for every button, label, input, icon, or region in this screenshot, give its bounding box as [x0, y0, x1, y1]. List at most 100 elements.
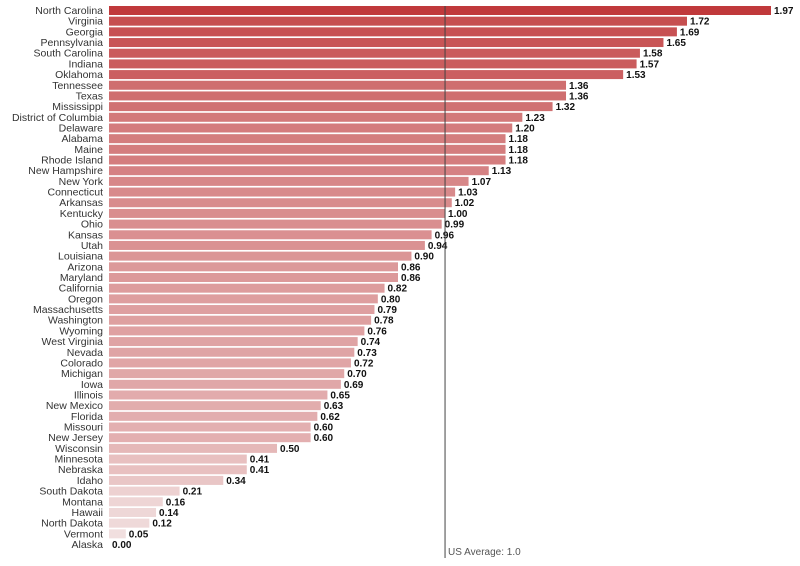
- bar-new-york: [109, 176, 469, 186]
- value-label: 0.60: [314, 433, 334, 444]
- value-label: 0.90: [414, 252, 434, 263]
- value-label: 1.13: [492, 166, 512, 177]
- bar-district-of-columbia: [109, 112, 523, 122]
- bar-texas: [109, 91, 567, 101]
- category-label: Kansas: [68, 229, 103, 241]
- category-label: Minnesota: [55, 454, 104, 466]
- category-label: Connecticut: [48, 187, 104, 199]
- category-label: Michigan: [61, 368, 103, 380]
- value-label: 1.18: [509, 156, 529, 167]
- bar-new-jersey: [109, 433, 311, 443]
- value-label: 1.69: [680, 27, 700, 38]
- value-label: 1.07: [472, 177, 492, 188]
- category-label: North Carolina: [35, 5, 103, 17]
- value-label: 0.86: [401, 262, 421, 273]
- category-label: Alabama: [62, 133, 104, 145]
- category-label: Virginia: [68, 16, 103, 28]
- category-label: Oklahoma: [55, 69, 103, 81]
- value-labels-group: 1.971.721.691.651.581.571.531.361.361.32…: [112, 6, 794, 551]
- value-label: 1.58: [643, 49, 663, 60]
- value-label: 0.14: [159, 508, 179, 519]
- category-label: Arkansas: [59, 197, 103, 209]
- value-label: 0.72: [354, 358, 374, 369]
- bar-new-mexico: [109, 401, 321, 411]
- bars-group: [109, 6, 771, 539]
- value-label: 0.05: [129, 529, 149, 540]
- bar-delaware: [109, 123, 513, 133]
- bar-georgia: [109, 27, 677, 37]
- value-label: 1.53: [626, 70, 646, 81]
- bar-south-carolina: [109, 48, 640, 58]
- category-label: District of Columbia: [12, 112, 103, 124]
- value-label: 0.50: [280, 444, 300, 455]
- bar-alabama: [109, 134, 506, 144]
- value-label: 0.63: [324, 401, 344, 412]
- bar-wyoming: [109, 326, 365, 336]
- bar-wisconsin: [109, 443, 278, 453]
- bar-ohio: [109, 219, 442, 229]
- category-label: Alaska: [71, 539, 103, 551]
- category-label: New Mexico: [46, 400, 103, 412]
- bar-utah: [109, 240, 425, 250]
- value-label: 0.41: [250, 455, 270, 466]
- category-label: Vermont: [64, 528, 103, 540]
- bar-north-carolina: [109, 6, 771, 15]
- bar-rhode-island: [109, 155, 506, 165]
- value-label: 0.00: [112, 540, 132, 551]
- bar-nevada: [109, 347, 355, 357]
- value-label: 0.94: [428, 241, 448, 252]
- category-label: Pennsylvania: [41, 37, 104, 49]
- category-label: South Carolina: [34, 48, 104, 60]
- bar-indiana: [109, 59, 637, 69]
- category-label: West Virginia: [42, 336, 104, 348]
- bar-new-hampshire: [109, 166, 489, 176]
- value-label: 1.18: [509, 145, 529, 156]
- value-label: 1.97: [774, 6, 794, 17]
- category-label: Maryland: [60, 272, 103, 284]
- bar-west-virginia: [109, 337, 358, 347]
- bar-arkansas: [109, 198, 452, 208]
- value-label: 1.18: [509, 134, 529, 145]
- value-label: 0.62: [320, 412, 340, 423]
- value-label: 1.20: [515, 123, 535, 134]
- category-label: Nebraska: [58, 464, 103, 476]
- bar-mississippi: [109, 102, 553, 112]
- category-label: Illinois: [74, 389, 103, 401]
- value-label: 0.21: [183, 487, 203, 498]
- value-label: 1.57: [640, 59, 660, 70]
- value-label: 0.41: [250, 465, 270, 476]
- category-label: Colorado: [60, 357, 103, 369]
- bar-montana: [109, 497, 163, 507]
- value-label: 0.60: [314, 423, 334, 434]
- category-label: Utah: [81, 240, 103, 252]
- category-label: North Dakota: [41, 518, 103, 530]
- bar-kentucky: [109, 208, 446, 218]
- category-label: Iowa: [81, 379, 103, 391]
- bar-vermont: [109, 529, 126, 539]
- category-label: Louisiana: [58, 251, 103, 263]
- category-label: Indiana: [69, 58, 104, 70]
- category-label: South Dakota: [39, 486, 103, 498]
- bar-colorado: [109, 358, 351, 368]
- value-label: 0.86: [401, 273, 421, 284]
- value-label: 0.78: [374, 316, 394, 327]
- category-label: New York: [59, 176, 104, 188]
- category-label: New Hampshire: [28, 165, 103, 177]
- category-label: Mississippi: [52, 101, 103, 113]
- bar-nebraska: [109, 465, 247, 475]
- value-label: 0.99: [445, 220, 465, 231]
- bar-kansas: [109, 230, 432, 240]
- bar-illinois: [109, 390, 328, 400]
- bar-arizona: [109, 262, 398, 272]
- value-label: 0.34: [226, 476, 246, 487]
- value-label: 0.82: [388, 284, 408, 295]
- category-label: Kentucky: [60, 208, 104, 220]
- bar-louisiana: [109, 251, 412, 261]
- category-label: Georgia: [66, 26, 104, 38]
- bar-michigan: [109, 369, 345, 379]
- value-label: 1.23: [525, 113, 545, 124]
- value-label: 0.69: [344, 380, 364, 391]
- value-label: 0.65: [330, 390, 350, 401]
- bar-north-dakota: [109, 518, 150, 528]
